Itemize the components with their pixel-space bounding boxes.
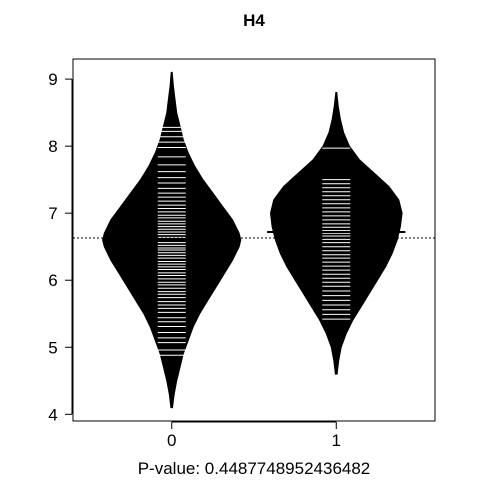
x-axis-label: P-value: 0.4487748952436482: [138, 459, 371, 478]
y-tick-label: 6: [48, 271, 57, 290]
axes-layer: 4 5 6 7 8 9 0 1: [48, 70, 341, 450]
bean-0: [102, 71, 242, 409]
x-tick-label: 0: [167, 431, 176, 450]
beans-layer: [102, 71, 406, 409]
y-tick-label: 8: [48, 137, 57, 156]
y-tick-label: 7: [48, 204, 57, 223]
x-tick-label: 1: [332, 431, 341, 450]
chart-title: H4: [243, 11, 265, 30]
y-tick-label: 4: [48, 405, 57, 424]
bean-1: [267, 92, 406, 375]
plot-frame: [72, 58, 436, 422]
y-tick-label: 9: [48, 70, 57, 89]
y-tick-label: 5: [48, 338, 57, 357]
